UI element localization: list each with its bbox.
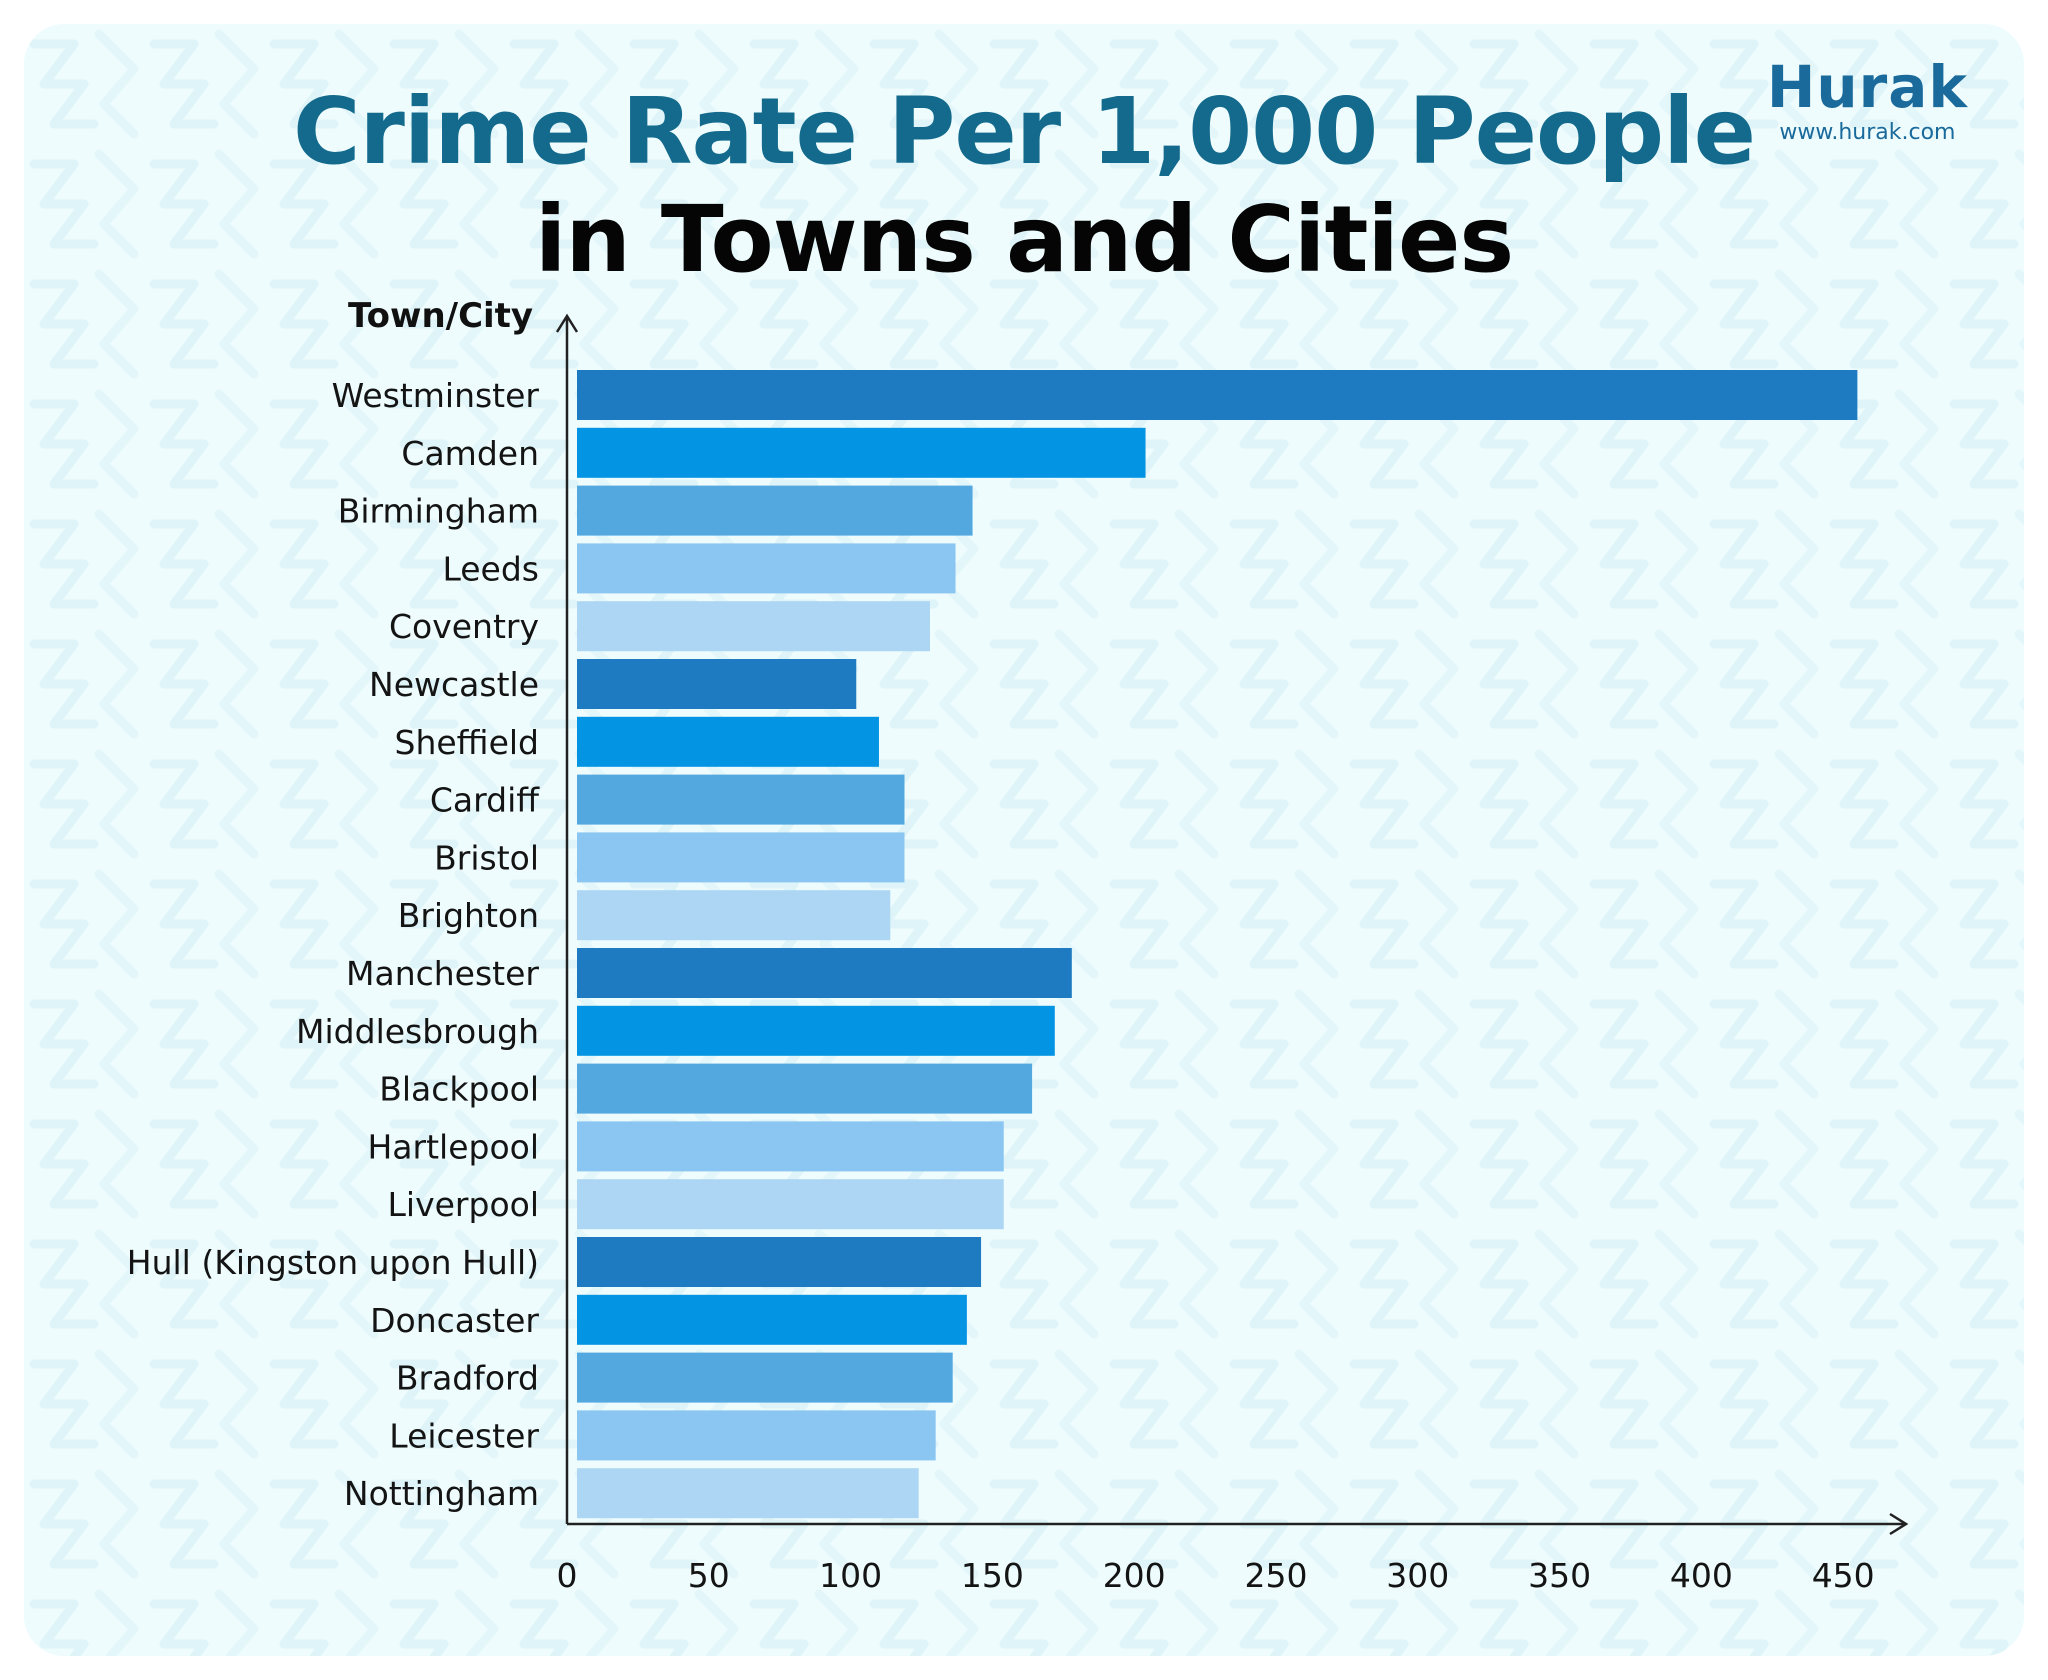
x-tick-label: 0 [557, 1556, 578, 1595]
category-label: Liverpool [388, 1185, 539, 1224]
chart-title-line-1: Crime Rate Per 1,000 People [292, 78, 1756, 185]
x-tick-labels-group: 0 50 100 150 200 250 300 350 400 450 [557, 1556, 1875, 1595]
bar-hull-kingston-upon-hull [577, 1237, 982, 1287]
category-label: Leeds [442, 549, 539, 588]
axes-group [555, 313, 1909, 1536]
chart-title-line-2: in Towns and Cities [534, 186, 1514, 293]
bar-newcastle [577, 659, 857, 709]
y-axis-arrow [555, 313, 579, 333]
bar-doncaster [577, 1294, 967, 1345]
category-label: Westminster [332, 376, 540, 415]
bar-bristol [577, 832, 905, 883]
category-labels-group: Westminster Camden Birmingham Leeds Coventry… [127, 376, 540, 1513]
bar-blackpool [577, 1063, 1033, 1114]
category-label: Camden [401, 434, 539, 473]
chart-card [24, 24, 2024, 1656]
bar-birmingham [577, 485, 973, 536]
category-label: Middlesbrough [296, 1012, 539, 1051]
category-label: Coventry [389, 607, 539, 646]
bar-sheffield [577, 716, 879, 767]
category-label: Leicester [389, 1416, 539, 1455]
category-label: Birmingham [338, 492, 539, 531]
bar-manchester [577, 948, 1072, 998]
bar-bradford [577, 1352, 953, 1403]
x-tick-label: 450 [1812, 1556, 1875, 1595]
brand-logo[interactable]: Hurak www.hurak.com [1767, 58, 1968, 145]
bar-leeds [577, 543, 956, 594]
x-axis-arrow [1889, 1512, 1909, 1536]
x-tick-label: 50 [688, 1556, 730, 1595]
bar-brighton [577, 890, 891, 941]
category-label: Sheffield [395, 723, 540, 762]
x-tick-label: 400 [1670, 1556, 1733, 1595]
category-label: Brighton [398, 896, 539, 935]
x-tick-label: 300 [1386, 1556, 1449, 1595]
category-label: Bristol [434, 838, 539, 877]
category-label: Hull (Kingston upon Hull) [127, 1243, 539, 1282]
category-label: Cardiff [430, 781, 540, 820]
bar-nottingham [577, 1468, 919, 1519]
category-label: Manchester [346, 954, 539, 993]
bar-camden [577, 427, 1146, 478]
background-pattern [24, 24, 2024, 1656]
bar-westminster [577, 370, 1858, 420]
bars-group [577, 370, 1858, 1519]
bar-leicester [577, 1410, 936, 1461]
x-tick-label: 250 [1245, 1556, 1308, 1595]
category-label: Newcastle [369, 665, 539, 704]
bar-liverpool [577, 1179, 1004, 1230]
y-axis-title: Town/City [348, 296, 534, 336]
category-label: Doncaster [370, 1301, 539, 1340]
x-tick-label: 350 [1528, 1556, 1591, 1595]
brand-name: Hurak [1766, 53, 1968, 121]
category-label: Bradford [396, 1359, 539, 1398]
category-label: Nottingham [344, 1474, 539, 1513]
bar-middlesbrough [577, 1005, 1055, 1056]
x-tick-label: 200 [1103, 1556, 1166, 1595]
x-tick-label: 150 [961, 1556, 1024, 1595]
brand-url[interactable]: www.hurak.com [1779, 120, 1956, 145]
bar-cardiff [577, 774, 905, 825]
x-tick-label: 100 [819, 1556, 882, 1595]
bar-coventry [577, 601, 931, 652]
category-label: Hartlepool [367, 1127, 539, 1166]
category-label: Blackpool [379, 1070, 539, 1109]
bar-hartlepool [577, 1121, 1004, 1172]
